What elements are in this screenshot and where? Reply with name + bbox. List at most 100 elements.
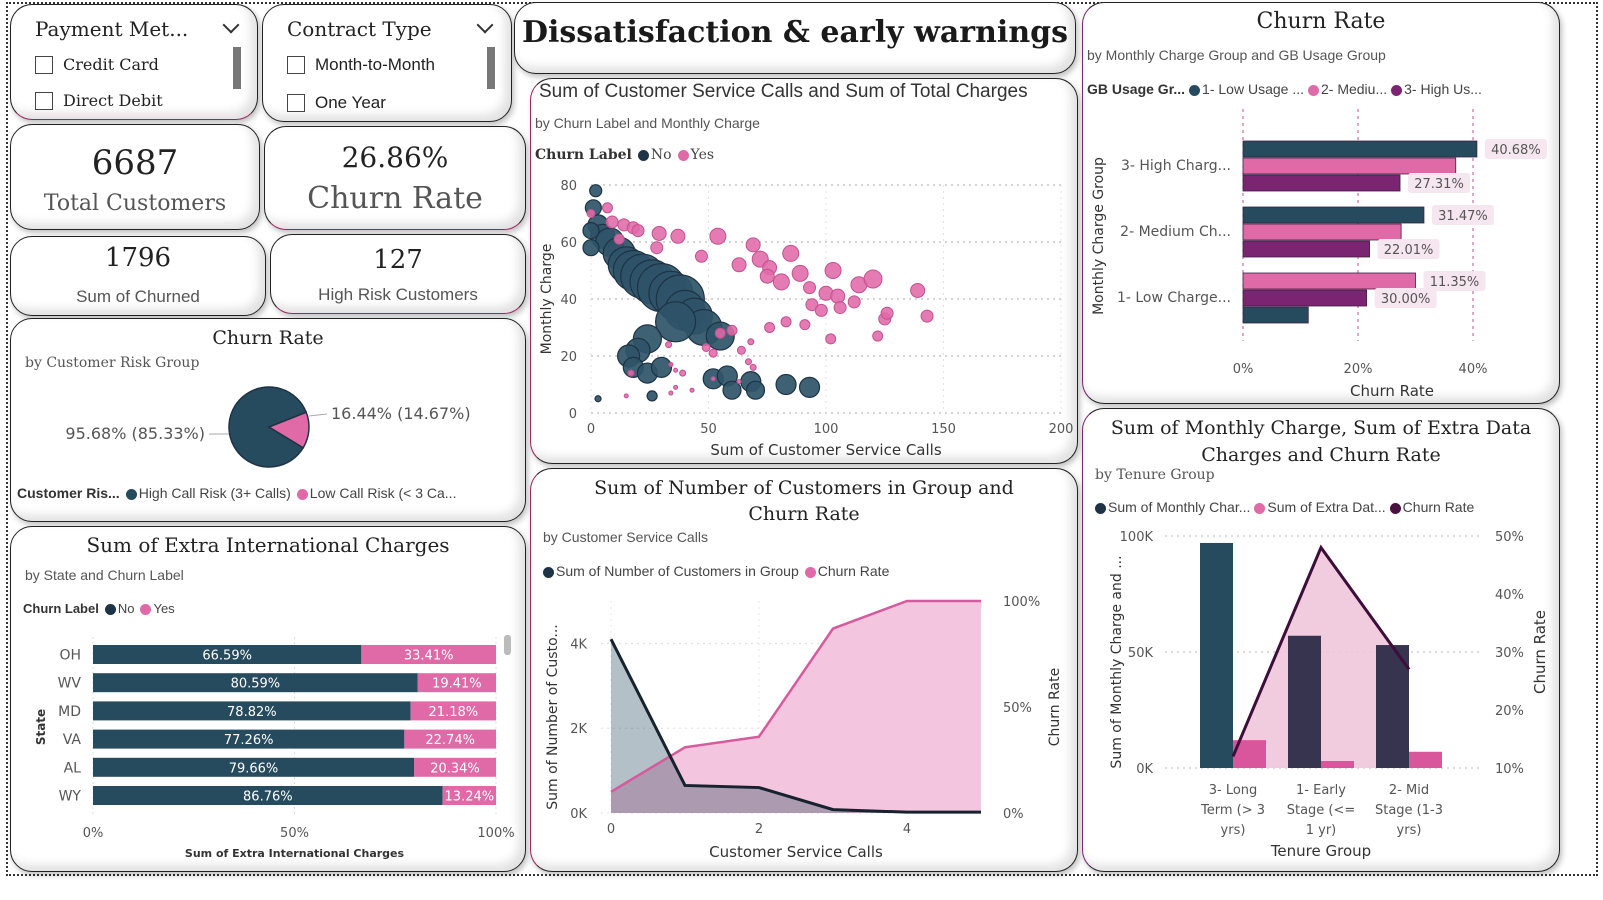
pie-label-low: 16.44% (14.67%) (331, 404, 471, 423)
scatter-point-yes (668, 362, 674, 368)
scatter-chart[interactable]: 0 20 40 60 80 0 50 100 150 200 Sum of Customer Ser… (531, 173, 1078, 463)
scatter-point-yes (910, 282, 926, 298)
legend-label: 3- High Us... (1404, 81, 1482, 97)
scatter-point-yes (863, 269, 883, 289)
legend-item-yes[interactable]: Yes (677, 147, 714, 163)
extra-intl-charges-card: Sum of Extra International Charges by St… (10, 526, 526, 872)
slicer-option-one-year[interactable]: One Year (287, 93, 386, 113)
contract-type-slicer[interactable]: Contract Type Month-to-Month One Year (262, 4, 512, 122)
scatter-point-yes (627, 369, 635, 377)
customers-area (611, 639, 981, 813)
y-tick-label: MD (58, 704, 81, 720)
scrollbar[interactable] (504, 635, 511, 655)
scatter-point-no (582, 221, 600, 240)
payment-method-slicer[interactable]: Payment Met... Credit Card Direct Debit (10, 4, 258, 120)
legend-title: Churn Label (535, 147, 632, 163)
legend-dot (543, 566, 554, 578)
state-bar-chart[interactable]: 0% 50% 100% Sum of Extra International Char… (11, 627, 526, 872)
scrollbar[interactable] (233, 47, 241, 89)
scatter-point-yes (744, 358, 752, 366)
tenure-combo-card: Sum of Monthly Charge, Sum of Extra Data… (1082, 408, 1560, 872)
legend-dot (637, 149, 649, 161)
legend-item-churn-rate[interactable]: Churn Rate (804, 563, 889, 579)
pie-chart[interactable]: 95.68% (85.33%) 16.44% (14.67%) (11, 369, 526, 519)
legend-item-yes[interactable]: Yes (140, 601, 175, 616)
scatter-point-yes (631, 224, 645, 238)
scatter-point-yes (668, 390, 674, 396)
chart-subtitle: by State and Churn Label (25, 567, 184, 583)
data-label: 33.41% (404, 649, 454, 664)
slicer-option-credit-card[interactable]: Credit Card (35, 55, 159, 74)
combo-chart[interactable]: 0K 50K 100K 10% 20% 30% 40% 50% Sum of Monthly C… (1083, 521, 1560, 871)
legend-title: Churn Label (23, 601, 99, 616)
scatter-point-no (594, 395, 602, 403)
legend-dot (1254, 502, 1266, 514)
data-label: 31.47% (1438, 209, 1488, 224)
kpi-label: Churn Rate (307, 181, 483, 216)
legend-item-low-usage[interactable]: 1- Low Usage ... (1189, 81, 1304, 97)
scatter-point-yes (709, 227, 727, 245)
checkbox[interactable] (287, 56, 305, 74)
scatter-point-yes (670, 228, 686, 244)
chart-title: Sum of Customer Service Calls and Sum of… (539, 81, 1028, 102)
bar-no (93, 757, 415, 777)
customers-churn-area-card: Sum of Number of Customers in Group and … (530, 468, 1078, 872)
legend-item-no[interactable]: No (637, 147, 672, 163)
legend-dot (677, 149, 689, 161)
y-tick-label: 1- Low Charge... (1117, 290, 1231, 306)
option-label: Credit Card (63, 55, 159, 74)
bar-no (93, 729, 405, 749)
legend-item-customers[interactable]: Sum of Number of Customers in Group (543, 563, 799, 579)
legend-item-churn-rate[interactable]: Churn Rate (1389, 499, 1475, 515)
legend-item-no[interactable]: No (104, 601, 134, 616)
legend-item-high-usage[interactable]: 3- High Us... (1391, 81, 1482, 97)
y-axis-title: Monthly Charge (539, 244, 555, 355)
bar (1242, 157, 1457, 175)
legend-label: Churn Rate (1402, 499, 1475, 515)
scatter-point-yes (747, 338, 755, 346)
scrollbar[interactable] (487, 47, 495, 89)
scatter-point-yes (920, 309, 934, 323)
data-label-bg (1431, 205, 1494, 225)
legend-label: 1- Low Usage ... (1202, 81, 1304, 97)
legend-item-extra-data[interactable]: Sum of Extra Dat... (1254, 499, 1386, 515)
option-label: Month-to-Month (315, 55, 435, 74)
scatter-point-yes (679, 369, 687, 377)
chevron-down-icon[interactable] (222, 16, 240, 34)
legend-label: Sum of Number of Customers in Group (556, 563, 799, 579)
data-label: 78.82% (227, 705, 277, 720)
legend-item-low[interactable]: Low Call Risk (< 3 Ca... (296, 485, 456, 501)
scatter-point-yes (736, 379, 742, 385)
legend-item-monthly-charge[interactable]: Sum of Monthly Char... (1095, 499, 1250, 515)
x-tick-label: 0 (607, 822, 615, 837)
x-axis-title: Sum of Extra International Charges (185, 847, 405, 860)
bar-yes (442, 786, 496, 805)
x-axis-title: Sum of Customer Service Calls (710, 441, 941, 459)
checkbox[interactable] (287, 94, 305, 112)
x-tick-label: 0 (587, 422, 595, 437)
slicer-option-direct-debit[interactable]: Direct Debit (35, 91, 163, 110)
x-tick-label: Stage (<= (1287, 803, 1356, 818)
legend-item-medium-usage[interactable]: 2- Mediu... (1307, 81, 1387, 97)
scatter-legend: Churn Label No Yes (535, 147, 714, 163)
bar-monthly-charge (1200, 542, 1233, 768)
kpi-label: Sum of Churned (76, 287, 200, 306)
y-tick-label: 60 (560, 236, 577, 251)
scatter-point-yes (803, 281, 817, 295)
grouped-bar-chart[interactable]: 0% 20% 40% Churn Rate Monthly Charge Group 3-… (1083, 103, 1560, 403)
churn-rate-line (1231, 544, 1411, 757)
churn-by-charge-usage-card: Churn Rate by Monthly Charge Group and G… (1082, 2, 1560, 404)
checkbox[interactable] (35, 91, 53, 110)
pie-legend: Customer Ris... High Call Risk (3+ Calls… (17, 485, 456, 501)
chevron-down-icon[interactable] (476, 16, 494, 34)
checkbox[interactable] (35, 55, 53, 74)
slicer-option-month-to-month[interactable]: Month-to-Month (287, 55, 435, 75)
scatter-point-no (745, 380, 766, 400)
scatter-point-yes (824, 262, 842, 279)
data-label-bg (1423, 271, 1486, 291)
legend-item-high[interactable]: High Call Risk (3+ Calls) (125, 485, 291, 501)
y-tick-label: 100K (1120, 530, 1154, 545)
area-chart[interactable]: 0K 2K 4K 0% 50% 100% 0 2 4 Customer Service Calls… (531, 585, 1078, 871)
scatter-point-no (650, 356, 673, 378)
data-label: 21.18% (429, 705, 479, 720)
